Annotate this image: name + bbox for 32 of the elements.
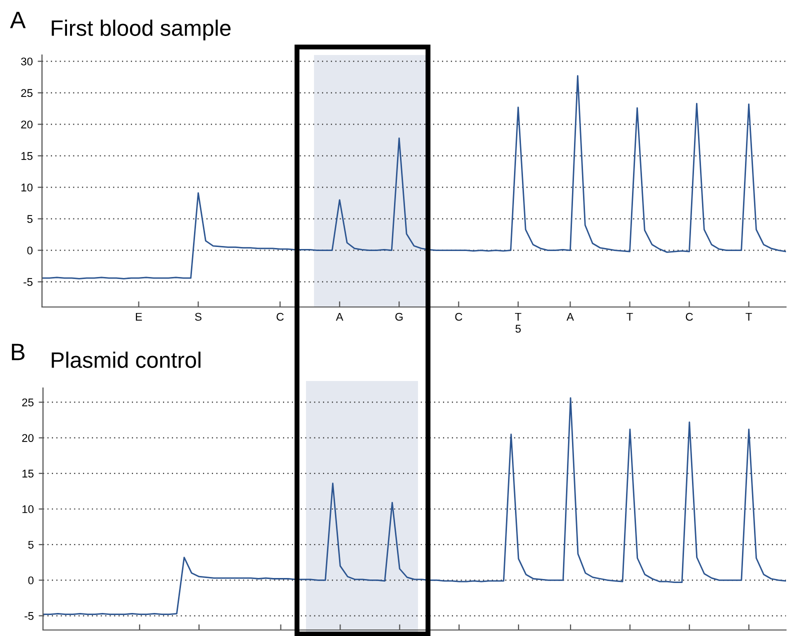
y-tick-label: 0 — [28, 576, 34, 584]
x-tick-label: C — [686, 312, 693, 321]
y-tick-label: -5 — [24, 278, 33, 286]
x-tick-label: T — [626, 312, 633, 321]
text: B — [12, 344, 24, 360]
x-tick-label: T — [746, 312, 752, 321]
y-tick-label: 5 — [27, 215, 33, 223]
text: A — [10, 12, 26, 28]
y-tick-label: 15 — [22, 470, 34, 478]
y-tick-label: -5 — [24, 612, 34, 620]
y-tick-label: 25 — [22, 398, 34, 406]
x-tick-label: C — [276, 312, 284, 321]
chart-title: Plasmid control — [52, 352, 200, 368]
y-tick-label: 15 — [21, 152, 33, 160]
y-tick-label: 5 — [28, 540, 34, 549]
line-series — [42, 75, 786, 280]
line-series — [43, 397, 786, 616]
y-tick-label: 20 — [22, 434, 34, 442]
x-tick-label: G — [395, 312, 403, 321]
x-tick-label: A — [566, 312, 574, 321]
chart-title: First blood sample — [52, 20, 231, 40]
y-tick-label: 30 — [21, 58, 33, 66]
y-tick-label: 10 — [21, 184, 33, 192]
x-tick-label: T 5 — [515, 312, 522, 333]
y-tick-label: 0 — [27, 246, 33, 254]
x-tick-label: S — [195, 312, 202, 321]
x-tick-label: E — [136, 312, 142, 321]
y-tick-label: 20 — [21, 120, 33, 128]
y-tick-label: 10 — [22, 505, 34, 514]
x-tick-label: C — [455, 312, 462, 321]
x-tick-label: A — [336, 312, 344, 321]
y-tick-label: 25 — [21, 89, 33, 97]
